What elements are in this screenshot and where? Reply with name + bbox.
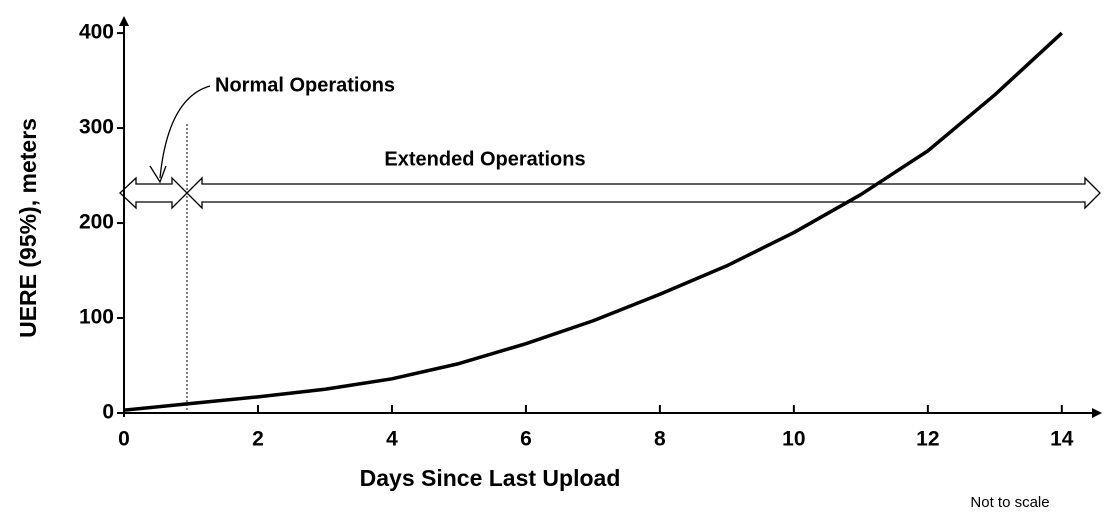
x-tick-label: 2 xyxy=(252,428,264,451)
extended-ops-arrow xyxy=(186,176,1101,210)
x-tick-label: 8 xyxy=(654,428,666,451)
annotation: Not to scale xyxy=(970,494,1049,511)
x-tick-label: 0 xyxy=(118,428,130,451)
y-tick-label: 300 xyxy=(79,116,114,139)
y-axis-arrow xyxy=(119,16,129,26)
y-tick-label: 100 xyxy=(79,306,114,329)
x-axis-label: Days Since Last Upload xyxy=(360,465,621,491)
annotation: Extended Operations xyxy=(384,148,585,170)
x-tick-label: 6 xyxy=(520,428,532,451)
x-tick-label: 4 xyxy=(386,428,398,451)
annotation: Normal Operations xyxy=(215,74,395,96)
x-tick-label: 10 xyxy=(782,428,805,451)
pointer xyxy=(159,85,211,179)
normal-ops-arrow xyxy=(119,176,188,210)
pointer-head xyxy=(149,165,167,184)
y-tick-label: 200 xyxy=(79,211,114,234)
y-tick-label: 400 xyxy=(79,21,114,44)
x-axis-arrow xyxy=(1092,408,1102,418)
x-tick-label: 12 xyxy=(916,428,939,451)
y-tick-label: 0 xyxy=(102,401,114,424)
y-axis-label: UERE (95%), meters xyxy=(15,118,41,338)
line-series xyxy=(123,31,1063,412)
x-tick-label: 14 xyxy=(1050,428,1074,451)
